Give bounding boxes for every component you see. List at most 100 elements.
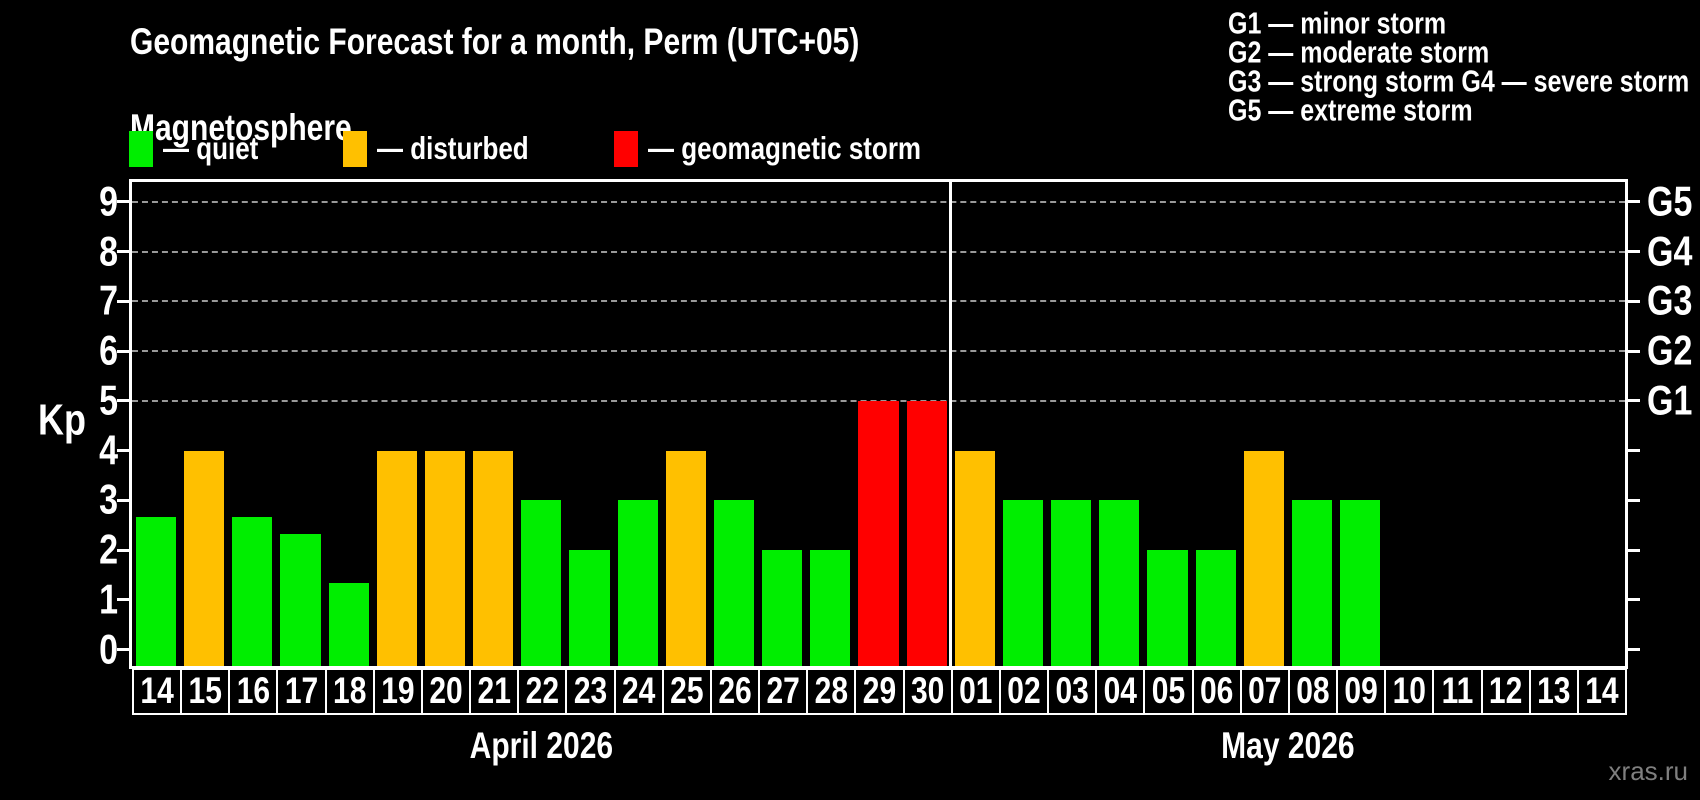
kp-bar-day-22 <box>521 500 562 666</box>
day-cell-label: 03 <box>1055 671 1089 712</box>
kp-bar-day-18 <box>328 583 369 666</box>
day-cell-label: 05 <box>1151 671 1186 712</box>
y-axis-label-text: 7 <box>99 278 118 325</box>
day-cell-label: 24 <box>622 671 656 712</box>
legend-swatch-disturbed <box>343 131 367 167</box>
right-tick-kp2 <box>1625 548 1640 552</box>
y-axis-label-1: 1 <box>0 577 118 623</box>
day-cell-25: 25 <box>661 668 712 715</box>
left-tick-kp9 <box>117 200 132 204</box>
left-tick-kp2 <box>117 548 132 552</box>
legend-swatch-quiet <box>129 131 153 167</box>
day-cell-20: 20 <box>420 668 472 715</box>
kp-bar-day-30 <box>906 400 947 666</box>
day-cell-label: 14 <box>140 671 174 712</box>
day-cell-label: 04 <box>1103 671 1137 712</box>
y-axis-label-2: 2 <box>0 527 118 573</box>
g-scale-label-g1: G1 <box>1647 378 1692 424</box>
kp-bar-day-05 <box>1147 550 1188 666</box>
day-cell-06: 06 <box>1191 668 1242 715</box>
day-cell-label: 23 <box>573 671 608 712</box>
kp-bar-day-02 <box>1002 500 1044 666</box>
day-cell-15: 15 <box>180 668 231 715</box>
right-tick-kp3 <box>1625 498 1640 502</box>
day-cell-label: 15 <box>188 671 222 712</box>
y-axis-label-text: 4 <box>99 427 118 474</box>
day-cell-08: 08 <box>1287 668 1339 715</box>
plot-frame <box>129 179 1628 669</box>
g-scale-label-g2: G2 <box>1647 328 1692 374</box>
g-scale-label-text: G4 <box>1647 228 1693 275</box>
day-cell-label: 09 <box>1344 671 1378 712</box>
right-tick-kp6 <box>1625 349 1640 353</box>
day-cell-07: 07 <box>1239 668 1290 715</box>
day-cell-11: 11 <box>1432 668 1483 715</box>
legend-label: — quiet <box>163 129 259 167</box>
kp-bar-day-06 <box>1195 550 1236 666</box>
legend-label: — disturbed <box>377 129 529 167</box>
legend-line-g3: G3 — strong storm <box>1228 64 1455 99</box>
y-axis-title: Kp <box>38 394 86 445</box>
y-axis-label-text: 5 <box>99 377 118 425</box>
g-scale-label-text: G2 <box>1647 327 1693 375</box>
day-cell-29: 29 <box>854 668 905 715</box>
right-tick-kp8 <box>1625 250 1640 254</box>
gridline-kp8 <box>132 250 1625 253</box>
kp-bar-day-21 <box>473 450 514 666</box>
storm-scale-legend: G1 — minor storm G2 — moderate storm G3 … <box>1228 7 1700 128</box>
left-tick-kp4 <box>117 449 132 453</box>
day-cell-label: 16 <box>236 671 271 712</box>
day-cell-label: 29 <box>862 671 897 712</box>
day-cell-label: 13 <box>1537 671 1571 712</box>
day-cell-12: 12 <box>1480 668 1531 715</box>
left-tick-kp3 <box>117 498 132 502</box>
day-cell-27: 27 <box>758 668 809 715</box>
y-axis-label-0: 0 <box>0 626 118 672</box>
day-cell-22: 22 <box>517 668 568 715</box>
g-scale-label-g4: G4 <box>1647 228 1692 274</box>
kp-bar-day-07 <box>1243 450 1284 666</box>
legend-line-g2: G2 — moderate storm <box>1228 35 1490 70</box>
y-axis-label-3: 3 <box>0 477 118 523</box>
right-tick-kp4 <box>1625 449 1640 453</box>
day-cell-label: 30 <box>910 671 945 712</box>
legend-label: — geomagnetic storm <box>648 129 922 167</box>
day-cell-label: 22 <box>525 671 560 712</box>
day-cell-label: 01 <box>959 671 993 712</box>
day-cell-03: 03 <box>1047 668 1098 715</box>
kp-bar-day-04 <box>1099 500 1140 666</box>
kp-bar-day-16 <box>232 516 273 666</box>
day-cell-26: 26 <box>709 668 761 715</box>
y-axis-label-6: 6 <box>0 328 118 374</box>
right-tick-kp1 <box>1625 598 1640 602</box>
day-cell-10: 10 <box>1384 668 1435 715</box>
day-cell-16: 16 <box>228 668 279 715</box>
day-cell-label: 11 <box>1441 671 1474 712</box>
y-axis-label-9: 9 <box>0 179 118 225</box>
right-tick-kp7 <box>1625 299 1640 303</box>
kp-bar-day-23 <box>569 550 610 666</box>
day-cell-21: 21 <box>469 668 520 715</box>
day-cell-14: 14 <box>1576 668 1627 715</box>
day-cell-label: 06 <box>1199 671 1234 712</box>
day-cell-28: 28 <box>806 668 857 715</box>
month-label-0: April 2026 <box>469 726 614 767</box>
y-axis-label-text: 9 <box>99 178 118 226</box>
kp-bar-day-09 <box>1340 500 1381 666</box>
right-tick-kp9 <box>1625 200 1640 204</box>
month-label-1: May 2026 <box>1221 726 1355 767</box>
g-scale-label-text: G3 <box>1647 278 1693 325</box>
kp-bar-day-20 <box>424 450 466 666</box>
kp-bar-day-27 <box>762 550 803 666</box>
day-cell-label: 14 <box>1585 671 1619 712</box>
g-scale-label-g3: G3 <box>1647 278 1692 324</box>
gridline-kp9 <box>132 200 1625 203</box>
left-tick-kp8 <box>117 250 132 254</box>
watermark: xras.ru <box>1608 756 1688 786</box>
day-cell-label: 18 <box>333 671 367 712</box>
status-legend: — quiet — disturbed — geomagnetic storm <box>0 128 1100 172</box>
gridline-kp6 <box>132 350 1625 353</box>
day-cell-09: 09 <box>1336 668 1387 715</box>
kp-bar-day-08 <box>1291 500 1333 666</box>
